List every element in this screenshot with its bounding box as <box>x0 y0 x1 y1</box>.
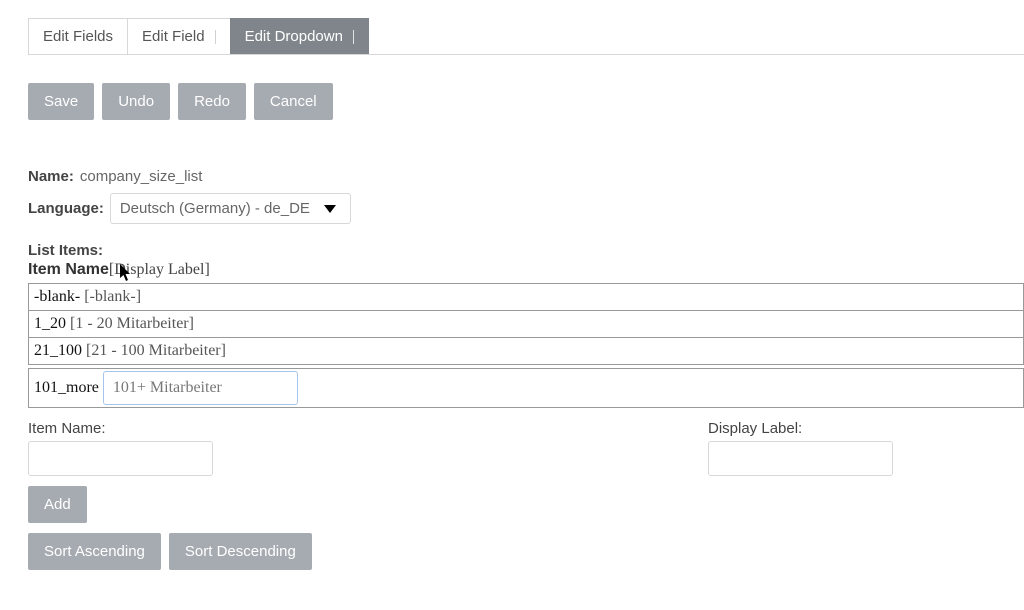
list-item-display-label: [21 - 100 Mitarbeiter] <box>86 342 226 360</box>
tab-label: Edit Fields <box>43 28 113 45</box>
tab-label: Edit Dropdown <box>245 28 343 45</box>
language-row: Language: Deutsch (Germany) - de_DE <box>28 193 1024 224</box>
tab-close-icon[interactable] <box>353 30 354 44</box>
tab-edit-dropdown[interactable]: Edit Dropdown <box>230 18 369 54</box>
add-button-row: Add <box>28 486 1024 523</box>
name-value: company_size_list <box>80 168 203 185</box>
list-item-display-label: [1 - 20 Mitarbeiter] <box>70 315 194 333</box>
list-item-name: 1_20 <box>34 315 66 333</box>
display-label-inline-input[interactable] <box>103 371 298 405</box>
sort-ascending-button[interactable]: Sort Ascending <box>28 533 161 570</box>
save-button[interactable]: Save <box>28 83 94 120</box>
tab-label: Edit Field <box>142 28 205 45</box>
item-name-input[interactable] <box>28 441 213 476</box>
name-label: Name: <box>28 168 74 185</box>
item-name-label: Item Name: <box>28 420 708 437</box>
list-items-label: List Items: <box>28 242 1024 259</box>
list-column-header: Item Name[Display Label] <box>28 261 1024 279</box>
sort-descending-button[interactable]: Sort Descending <box>169 533 312 570</box>
tab-edit-fields[interactable]: Edit Fields <box>28 18 128 54</box>
list-item[interactable]: -blank- [-blank-] <box>28 283 1024 311</box>
col-display-label: [Display Label] <box>109 261 210 278</box>
add-button[interactable]: Add <box>28 486 87 523</box>
language-label: Language: <box>28 200 104 217</box>
sort-button-row: Sort Ascending Sort Descending <box>28 533 1024 570</box>
list-items: -blank- [-blank-] 1_20 [1 - 20 Mitarbeit… <box>28 283 1024 408</box>
list-item-name: 101_more <box>34 379 99 397</box>
chevron-down-icon <box>324 205 336 213</box>
list-item-name: 21_100 <box>34 342 82 360</box>
add-item-section: Item Name: Display Label: <box>28 420 1024 476</box>
undo-button[interactable]: Undo <box>102 83 170 120</box>
tab-edit-field[interactable]: Edit Field <box>127 18 231 54</box>
action-toolbar: Save Undo Redo Cancel <box>28 83 1024 120</box>
name-row: Name: company_size_list <box>28 168 1024 185</box>
list-item-display-label: [-blank-] <box>84 288 141 306</box>
list-item-name: -blank- <box>34 288 80 306</box>
language-select[interactable]: Deutsch (Germany) - de_DE <box>110 193 351 224</box>
list-item-editing[interactable]: 101_more <box>28 368 1024 408</box>
language-selected-value: Deutsch (Germany) - de_DE <box>120 200 310 217</box>
tab-bar: Edit Fields Edit Field Edit Dropdown <box>28 18 1024 55</box>
col-item-name: Item Name <box>28 261 109 278</box>
redo-button[interactable]: Redo <box>178 83 246 120</box>
tab-close-icon[interactable] <box>215 30 216 44</box>
display-label-input[interactable] <box>708 441 893 476</box>
cancel-button[interactable]: Cancel <box>254 83 333 120</box>
list-item[interactable]: 1_20 [1 - 20 Mitarbeiter] <box>28 310 1024 338</box>
list-item[interactable]: 21_100 [21 - 100 Mitarbeiter] <box>28 337 1024 365</box>
display-label-label: Display Label: <box>708 420 1024 437</box>
